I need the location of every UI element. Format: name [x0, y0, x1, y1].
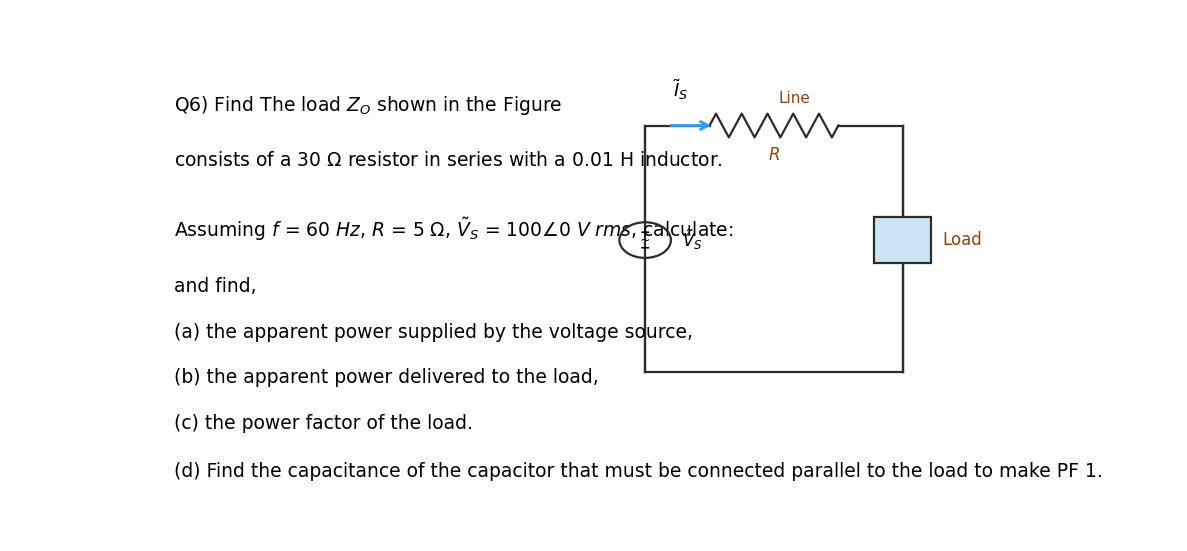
Text: +: +	[640, 226, 650, 239]
Text: (a) the apparent power supplied by the voltage source,: (a) the apparent power supplied by the v…	[174, 323, 693, 342]
Text: (b) the apparent power delivered to the load,: (b) the apparent power delivered to the …	[174, 368, 599, 387]
Text: (d) Find the capacitance of the capacitor that must be connected parallel to the: (d) Find the capacitance of the capacito…	[174, 462, 1103, 480]
Text: (c) the power factor of the load.: (c) the power factor of the load.	[174, 414, 472, 433]
Text: $\tilde{I}_S$: $\tilde{I}_S$	[673, 78, 687, 102]
Text: Assuming $f$ = 60 $Hz$, $R$ = 5 $\Omega$, $\tilde{V}_S$ = 100$\angle$0 $V$ $rms$: Assuming $f$ = 60 $Hz$, $R$ = 5 $\Omega$…	[174, 215, 734, 242]
Text: $R$: $R$	[768, 146, 780, 164]
Text: Load: Load	[942, 231, 982, 249]
FancyBboxPatch shape	[874, 217, 932, 263]
Text: consists of a 30 $\Omega$ resistor in series with a 0.01 H inductor.: consists of a 30 $\Omega$ resistor in se…	[174, 151, 723, 170]
Text: ~: ~	[640, 234, 650, 246]
Text: −: −	[640, 241, 650, 254]
Text: Q6) Find The load $Z_O$ shown in the Figure: Q6) Find The load $Z_O$ shown in the Fig…	[174, 94, 563, 117]
Text: $Z_o$: $Z_o$	[893, 230, 913, 250]
Text: Line: Line	[779, 91, 810, 106]
Text: and find,: and find,	[174, 277, 256, 296]
Text: $\tilde{V}_S$: $\tilde{V}_S$	[681, 228, 703, 252]
